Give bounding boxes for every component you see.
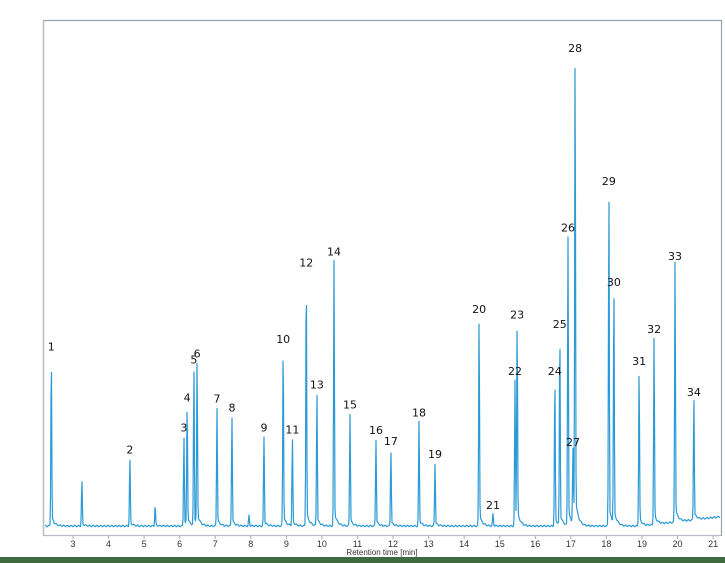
peak-label: 30 [607,276,621,289]
x-tick-label: 7 [213,539,218,549]
peak-label: 9 [261,421,268,434]
x-tick-label: 13 [424,539,434,549]
chromatogram-trace [44,68,720,528]
peak-label: 22 [508,365,522,378]
x-tick-label: 5 [142,539,147,549]
x-tick-label: 18 [601,539,611,549]
x-tick-label: 3 [70,539,75,549]
peak-label: 21 [486,499,500,512]
peak-label: 2 [126,444,133,457]
x-tick-label: 11 [353,539,362,549]
x-tick-label: 21 [708,539,718,549]
peak-label: 31 [632,355,646,368]
bottom-status-band [0,557,725,563]
peak-label: 7 [214,392,221,405]
peak-label: 5 [190,353,197,366]
peak-label: 29 [602,175,616,188]
x-tick-label: 9 [284,539,289,549]
peak-label: 28 [568,42,582,55]
x-tick-label: 4 [106,539,111,549]
peak-label: 24 [548,365,562,378]
peak-label: 12 [299,256,313,269]
x-tick-label: 16 [530,539,540,549]
peak-label: 25 [553,318,567,331]
peak-label: 3 [180,421,187,434]
peak-label: 19 [428,448,442,461]
peak-label: 27 [566,436,580,449]
x-tick-label: 17 [566,539,576,549]
peak-label: 17 [384,435,398,448]
plot-frame [42,19,723,537]
peak-label: 8 [229,401,236,414]
x-tick-label: 15 [495,539,505,549]
peak-label: 16 [369,424,383,437]
peak-label: 10 [276,333,290,346]
x-tick-label: 14 [459,539,469,549]
peak-label: 33 [668,250,682,263]
peak-label: 14 [327,246,341,259]
peak-label: 18 [412,406,426,419]
trace-line [44,68,720,528]
peak-label: 26 [561,222,575,235]
x-axis-title: Retention time [min] [346,548,417,557]
x-tick-label: 20 [673,539,683,549]
peak-label: 23 [510,308,524,321]
peak-label: 20 [472,303,486,316]
peak-label: 13 [310,378,324,391]
peak-label: 4 [184,391,191,404]
x-axis-ticks: 3 4 5 6 7 8 9 10 11 12 13 14 15 16 17 18 19 20 21 [70,536,718,549]
peak-label: 6 [194,347,201,360]
x-tick-label: 6 [177,539,182,549]
x-tick-label: 8 [248,539,253,549]
peak-labels: 1234567891011121314151617181920212223242… [48,42,701,512]
peak-label: 34 [687,386,701,399]
peak-label: 32 [647,323,661,336]
x-tick-label: 19 [637,539,647,549]
peak-label: 15 [343,398,357,411]
peak-label: 1 [48,340,55,353]
x-tick-label: 12 [388,539,398,549]
x-tick-label: 10 [317,539,327,549]
peak-label: 11 [285,423,299,436]
